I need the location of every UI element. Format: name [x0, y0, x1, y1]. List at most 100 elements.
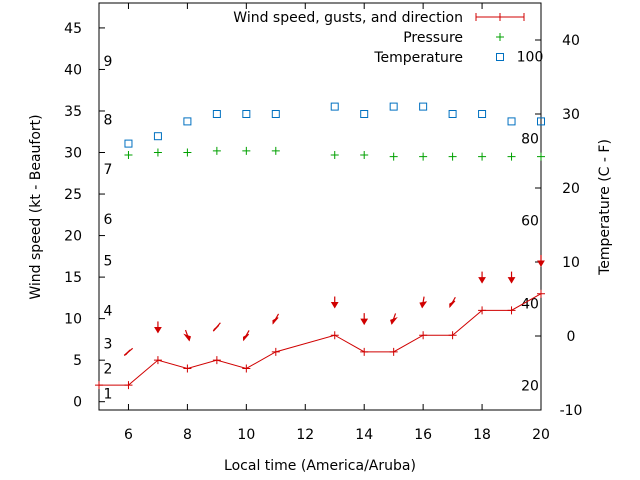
legend-label: Pressure: [403, 30, 463, 46]
y-left-tick-label: 40: [64, 62, 82, 78]
wind-speed-point: [153, 356, 162, 365]
pressure-point: [389, 152, 398, 161]
wind-direction-arrow-head: [419, 301, 428, 309]
x-tick-label: 10: [237, 427, 255, 443]
wind-direction-arrow-head: [360, 318, 369, 326]
y-right-tick-label: 0: [567, 329, 576, 345]
temperature-point: [271, 110, 280, 118]
legend-swatch-square: [496, 53, 504, 61]
wind-speed-point: [478, 306, 487, 315]
x-axis-title: Local time (America/Aruba): [224, 458, 416, 474]
legend-label: Temperature: [373, 50, 463, 66]
y-right-tick-label: 20: [562, 181, 580, 197]
temperature-point: [389, 102, 398, 111]
x-tick-label: 12: [296, 427, 314, 443]
wind-direction-arrow-head: [123, 349, 131, 356]
y-left-tick-label: 30: [64, 146, 82, 162]
fahrenheit-label: 100: [517, 49, 544, 65]
wind-speed-point: [212, 356, 221, 365]
y-left-tick-label: 5: [73, 353, 82, 369]
wind-direction-arrow-head: [183, 333, 192, 342]
y-right-tick-label: 30: [562, 107, 580, 123]
pressure-point: [478, 152, 487, 161]
pressure-point: [271, 146, 280, 155]
wind-speed-point: [183, 364, 192, 373]
temperature-point: [507, 117, 516, 126]
legend-swatch-plus: [496, 33, 504, 41]
wind-speed-point: [360, 347, 369, 356]
y-right-tick-label: 10: [562, 255, 580, 271]
pressure-point: [153, 148, 162, 157]
wind-speed-point: [271, 347, 280, 356]
wind-speed-point: [389, 347, 398, 356]
legend-label: Wind speed, gusts, and direction: [233, 10, 463, 26]
y-left-tick-label: 45: [64, 21, 82, 37]
y-left-tick-label: 25: [64, 187, 82, 203]
x-tick-label: 18: [473, 427, 491, 443]
plot-frame: [98, 2, 542, 411]
y-axis-left-title: Wind speed (kt - Beaufort): [28, 114, 44, 299]
temperature-point: [478, 110, 487, 118]
legend-swatch-ticks: [475, 13, 525, 21]
temperature-point: [330, 102, 339, 111]
y-left-tick-label: 0: [73, 395, 82, 411]
wind-direction-arrow-head: [390, 317, 398, 325]
wind-speed-point: [507, 306, 516, 315]
wind-speed-point: [330, 331, 339, 340]
y-axis-right-title: Temperature (C - F): [597, 139, 613, 276]
wind-direction-arrow-head: [537, 260, 545, 267]
pressure-point: [537, 152, 545, 161]
wind-direction-arrow-head: [507, 277, 516, 284]
temperature-point: [212, 110, 221, 118]
temperature-point: [242, 110, 251, 118]
fahrenheit-label: 60: [521, 214, 539, 230]
wind-direction-arrow-head: [272, 317, 279, 325]
y-left-tick-label: 35: [64, 104, 82, 120]
beaufort-label: 7: [104, 162, 113, 178]
x-tick-label: 16: [414, 427, 432, 443]
y-left-tick-label: 20: [64, 229, 82, 245]
y-left-tick-label: 15: [64, 270, 82, 286]
wind-speed-point: [124, 381, 133, 390]
x-tick-label: 20: [532, 427, 550, 443]
pressure-point: [360, 151, 369, 160]
beaufort-label: 6: [104, 212, 113, 228]
temperature-point: [360, 110, 369, 118]
pressure-point: [183, 148, 192, 157]
fahrenheit-label: 40: [521, 296, 539, 312]
beaufort-label: 4: [104, 303, 113, 319]
wind-speed-point: [95, 381, 103, 390]
wind-speed-point: [448, 331, 457, 340]
beaufort-label: 8: [104, 112, 113, 128]
temperature-point: [124, 139, 133, 148]
pressure-point: [507, 152, 516, 161]
wind-direction-arrow-head: [154, 326, 162, 334]
wind-speed-point: [419, 331, 428, 340]
pressure-point: [448, 152, 457, 161]
pressure-point: [124, 151, 133, 160]
beaufort-label: 9: [104, 54, 113, 70]
y-right-tick-label: 40: [562, 33, 580, 49]
wind-speed-point: [537, 289, 545, 298]
beaufort-label: 2: [104, 361, 113, 377]
pressure-point: [330, 151, 339, 160]
beaufort-label: 5: [104, 253, 113, 269]
wind-speed-line: [99, 293, 542, 386]
temperature-point: [448, 110, 457, 118]
wind-speed-point: [242, 364, 251, 373]
fahrenheit-label: 80: [521, 131, 539, 147]
wind-direction-arrow-head: [478, 277, 486, 284]
temperature-point: [153, 132, 162, 141]
x-tick-label: 8: [183, 427, 192, 443]
temperature-point: [537, 117, 545, 126]
beaufort-label: 3: [104, 337, 113, 353]
fahrenheit-label: 20: [521, 379, 539, 395]
wind-direction-arrow-head: [449, 300, 456, 309]
x-tick-label: 6: [124, 427, 133, 443]
pressure-point: [212, 146, 221, 155]
temperature-point: [419, 102, 428, 111]
wind-direction-arrow-head: [212, 325, 220, 332]
pressure-point: [242, 146, 251, 155]
y-right-tick-label: -10: [560, 403, 583, 419]
